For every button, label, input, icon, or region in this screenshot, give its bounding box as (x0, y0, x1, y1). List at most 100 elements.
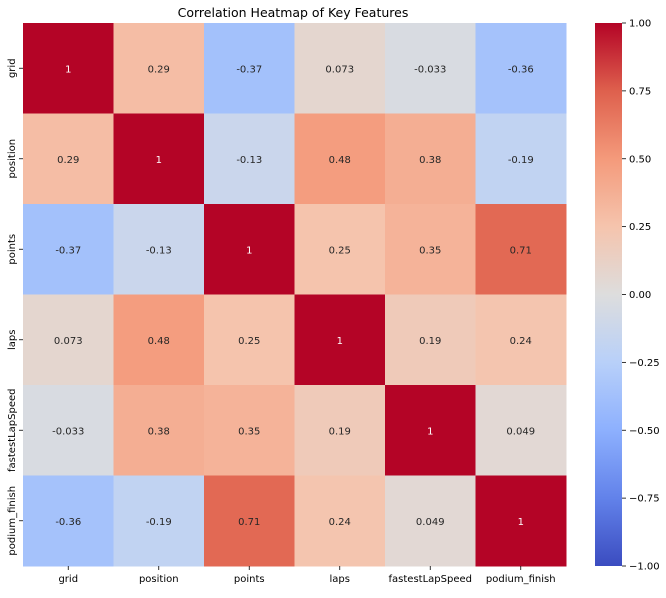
heatmap-cell (113, 385, 205, 476)
cell-value-label: 1 (65, 64, 71, 75)
heatmap-cell (204, 23, 295, 114)
colorbar-tick-label: 1.00 (629, 19, 651, 30)
heatmap-cell (113, 23, 205, 114)
heatmap-cell (385, 113, 476, 205)
cell-value-label: 0.073 (325, 64, 354, 75)
heatmap-cell (294, 23, 386, 114)
cell-value-label: 0.24 (329, 517, 351, 528)
heatmap-cell (23, 204, 114, 295)
cell-value-label: 0.25 (238, 336, 260, 347)
y-axis: grid position points laps fastestLapSpeed pod… (7, 58, 23, 556)
y-tick-label: fastestLapSpeed (7, 389, 18, 472)
cell-labels: 1 0.29 -0.37 0.073 -0.033 -0.36 0.29 1 -0.13 0.48… (52, 64, 535, 528)
cell-value-label: -0.13 (146, 245, 172, 256)
heatmap-cell (475, 294, 567, 386)
cell-value-label: 0.35 (419, 245, 441, 256)
cell-value-label: 0.38 (148, 426, 170, 437)
x-axis: grid position points laps fastestLapSpeed pod… (58, 566, 556, 585)
x-tick-label: points (234, 574, 265, 585)
colorbar-tick-label: 0.25 (629, 222, 651, 233)
cell-value-label: -0.19 (508, 155, 534, 166)
colorbar-tick-label: 0.75 (629, 86, 651, 97)
cell-value-label: -0.37 (55, 245, 81, 256)
colorbar-tick-label: 0.00 (629, 290, 651, 301)
heatmap-cell (294, 294, 386, 386)
colorbar-tick-label: −1.00 (629, 562, 660, 573)
heatmap-cell (385, 23, 476, 114)
heatmap-cell (23, 113, 114, 205)
cell-value-label: 1 (246, 245, 252, 256)
heatmap-cell (475, 385, 567, 476)
heatmap-cell (294, 385, 386, 476)
heatmap-cell (23, 385, 114, 476)
cell-value-label: 0.48 (329, 155, 351, 166)
heatmap-cell (385, 475, 476, 567)
cell-value-label: -0.37 (236, 64, 262, 75)
colorbar-tick-label: −0.25 (629, 358, 660, 369)
heatmap-cell (385, 204, 476, 295)
colorbar-tick-label: −0.75 (629, 494, 660, 505)
y-tick-label: points (7, 234, 18, 265)
y-tick-label: podium_finish (7, 486, 18, 556)
y-tick-label: position (7, 139, 18, 179)
cell-value-label: 0.049 (416, 517, 445, 528)
cell-value-label: -0.033 (52, 426, 84, 437)
cell-value-label: -0.033 (414, 64, 446, 75)
x-tick-label: podium_finish (486, 574, 556, 585)
cell-value-label: 0.71 (510, 245, 532, 256)
colorbar: 1.00 0.75 0.50 0.25 0.00 −0.25 −0.50 −0.75 −1.00 (595, 19, 660, 573)
cell-value-label: -0.36 (55, 517, 81, 528)
cell-value-label: 0.19 (329, 426, 351, 437)
cell-value-label: 0.073 (54, 336, 83, 347)
cell-value-label: -0.13 (236, 155, 262, 166)
heatmap-cell (204, 475, 295, 567)
cell-value-label: 0.19 (419, 336, 441, 347)
y-tick-label: grid (7, 58, 18, 78)
cell-value-label: 0.48 (148, 336, 170, 347)
colorbar-gradient (595, 23, 622, 566)
cell-value-label: 1 (156, 155, 162, 166)
cell-value-label: 1 (337, 336, 343, 347)
heatmap-cell (23, 294, 114, 386)
heatmap-cell (385, 385, 476, 476)
heatmap-cell (204, 385, 295, 476)
heatmap-cell (294, 475, 386, 567)
cell-value-label: -0.36 (508, 64, 534, 75)
heatmap-cell (113, 204, 205, 295)
heatmap-cell (475, 204, 567, 295)
heatmap-cell (475, 475, 567, 567)
heatmap-cells (23, 23, 567, 567)
cell-value-label: 1 (427, 426, 433, 437)
cell-value-label: 0.24 (510, 336, 532, 347)
heatmap-cell (294, 113, 386, 205)
heatmap-cell (113, 475, 205, 567)
colorbar-tick-label: 0.50 (629, 154, 651, 165)
heatmap-cell (204, 113, 295, 205)
heatmap-cell (385, 294, 476, 386)
cell-value-label: 1 (518, 517, 524, 528)
x-tick-label: fastestLapSpeed (389, 574, 472, 585)
cell-value-label: 0.29 (148, 64, 170, 75)
heatmap-cell (113, 113, 205, 205)
heatmap-cell (23, 475, 114, 567)
cell-value-label: 0.38 (419, 155, 441, 166)
heatmap-cell (113, 294, 205, 386)
cell-value-label: 0.35 (238, 426, 260, 437)
cell-value-label: 0.25 (329, 245, 351, 256)
x-tick-label: grid (58, 574, 78, 585)
chart-title: Correlation Heatmap of Key Features (178, 5, 409, 20)
colorbar-tick-label: −0.50 (629, 426, 660, 437)
heatmap-cell (475, 23, 567, 114)
x-tick-label: laps (330, 574, 350, 585)
y-tick-label: laps (7, 330, 18, 350)
heatmap-cell (475, 113, 567, 205)
cell-value-label: 0.29 (57, 155, 79, 166)
cell-value-label: -0.19 (146, 517, 172, 528)
cell-value-label: 0.71 (238, 517, 260, 528)
heatmap-cell (294, 204, 386, 295)
heatmap-cell (204, 204, 295, 295)
cell-value-label: 0.049 (506, 426, 535, 437)
heatmap-cell (23, 23, 114, 114)
